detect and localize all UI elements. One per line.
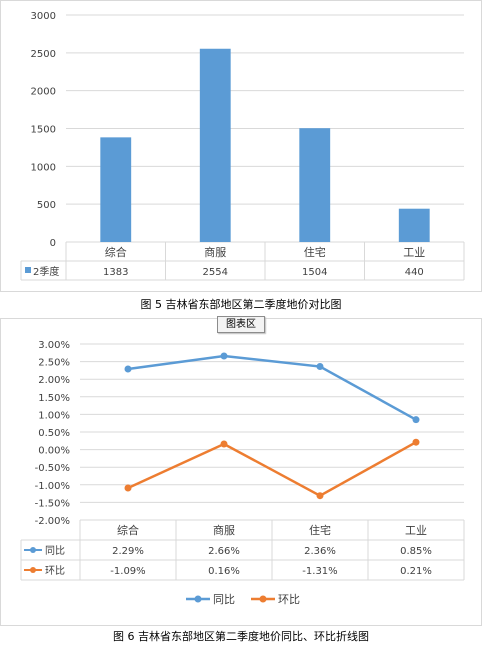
table-value: 0.21% — [400, 566, 432, 577]
chart-border — [0, 318, 482, 626]
table-value: 440 — [405, 267, 424, 278]
data-point — [220, 352, 228, 360]
table-value: 1504 — [302, 267, 327, 278]
line-chart-panel: -2.00% -1.50% -1.00% -0.50% 0.00% 0.50% 1.00% 1… — [0, 318, 482, 646]
figure-5-caption: 图 5 吉林省东部地区第二季度地价对比图 — [140, 298, 342, 311]
x-category-label: 商服 — [213, 523, 235, 537]
table-value: -1.31% — [302, 566, 337, 577]
y-tick-label: 1000 — [31, 162, 56, 173]
data-point — [124, 365, 132, 373]
x-category-label: 工业 — [403, 246, 425, 259]
y-tick-label: -1.00% — [35, 481, 70, 492]
table-value: 2.29% — [112, 546, 144, 557]
legend-label: 同比 — [213, 593, 235, 606]
bar — [398, 208, 430, 242]
series-line — [127, 354, 417, 421]
table-legend-marker — [30, 547, 36, 553]
series-name: 环比 — [45, 565, 65, 577]
data-point — [124, 484, 132, 492]
bar — [100, 137, 132, 242]
series-line — [127, 441, 417, 498]
y-tick-label: 0.00% — [38, 446, 70, 457]
legend-key — [25, 267, 31, 273]
series-name: 2季度 — [33, 265, 59, 278]
table-value: -1.09% — [110, 566, 145, 577]
bar-chart: 0 500 1000 1500 2000 2500 3000 综合 1383 商服 2554 住宅 15… — [0, 0, 482, 292]
y-tick-label: 3.00% — [38, 340, 70, 351]
legend-marker — [194, 595, 202, 603]
y-tick-label: 0 — [50, 238, 56, 249]
table-value: 0.85% — [400, 546, 432, 557]
line-chart: -2.00% -1.50% -1.00% -0.50% 0.00% 0.50% 1.00% 1… — [0, 318, 482, 626]
table-value: 2554 — [203, 267, 228, 278]
chart-area-tooltip: 图表区 — [217, 316, 265, 333]
data-point — [412, 416, 420, 424]
figure-6-caption: 图 6 吉林省东部地区第二季度地价同比、环比折线图 — [113, 630, 369, 643]
y-tick-label: 2500 — [31, 49, 56, 60]
bar — [199, 48, 231, 243]
y-tick-label: -1.50% — [35, 498, 70, 509]
y-tick-label: -2.00% — [35, 516, 70, 527]
bar — [299, 128, 331, 242]
y-tick-label: -0.50% — [35, 463, 70, 474]
x-category-label: 工业 — [405, 524, 427, 537]
x-category-label: 住宅 — [304, 245, 326, 259]
y-tick-label: 1.50% — [38, 393, 70, 404]
table-legend-marker — [30, 567, 36, 573]
y-tick-label: 1500 — [31, 125, 56, 136]
y-tick-label: 2.00% — [38, 375, 70, 386]
y-tick-label: 2000 — [31, 87, 56, 98]
data-point — [220, 440, 228, 448]
table-value: 1383 — [103, 267, 128, 278]
x-category-label: 商服 — [204, 245, 226, 259]
y-tick-label: 2.50% — [38, 358, 70, 369]
table-value: 2.66% — [208, 546, 240, 557]
data-point — [412, 438, 420, 446]
table-value: 2.36% — [304, 546, 336, 557]
table-value: 0.16% — [208, 566, 240, 577]
x-category-label: 综合 — [105, 245, 127, 259]
y-tick-label: 1.00% — [38, 410, 70, 421]
bar-chart-panel: 0 500 1000 1500 2000 2500 3000 综合 1383 商服 2554 住宅 15… — [0, 0, 482, 292]
data-point — [316, 492, 324, 500]
y-tick-label: 3000 — [31, 11, 56, 22]
legend-marker — [259, 595, 267, 603]
y-tick-label: 500 — [37, 200, 56, 211]
x-category-label: 住宅 — [309, 523, 331, 537]
y-tick-label: 0.50% — [38, 428, 70, 439]
series-name: 同比 — [45, 545, 65, 557]
legend-label: 环比 — [278, 593, 300, 606]
data-point — [316, 363, 324, 371]
x-category-label: 综合 — [117, 523, 139, 537]
